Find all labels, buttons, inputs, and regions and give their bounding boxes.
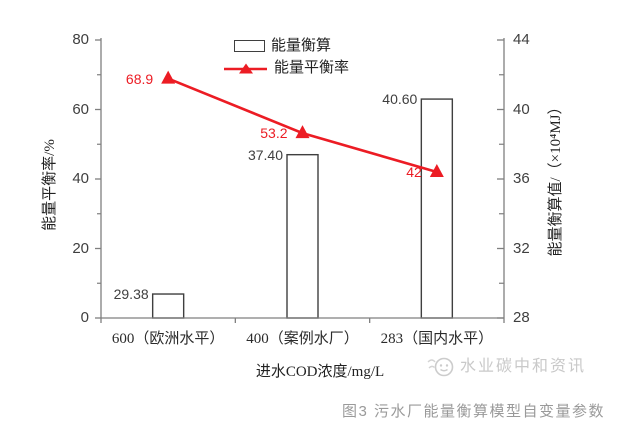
triangle-marker bbox=[161, 70, 176, 84]
legend-item-line: 能量平衡率 bbox=[223, 60, 349, 76]
right-axis-title: 能量衡算值/（×10⁴MJ） bbox=[548, 99, 564, 257]
plot-area bbox=[95, 38, 505, 323]
watermark-logo-icon bbox=[427, 357, 454, 377]
bar bbox=[286, 153, 319, 319]
figure-caption: 图3 污水厂能量衡算模型自变量参数 bbox=[342, 403, 606, 420]
triangle-marker bbox=[295, 125, 310, 139]
bar-swatch-icon bbox=[234, 40, 265, 52]
legend-item-bar: 能量衡算 bbox=[234, 38, 331, 54]
bar bbox=[151, 293, 185, 319]
x-axis-title: 进水COD浓度/mg/L bbox=[255, 364, 385, 380]
triangle-marker bbox=[429, 164, 444, 178]
line-swatch-icon bbox=[224, 63, 267, 73]
legend-label-line: 能量平衡率 bbox=[274, 60, 350, 76]
bar bbox=[420, 98, 454, 319]
watermark: 水业碳中和资讯 bbox=[426, 354, 586, 380]
watermark-text: 水业碳中和资讯 bbox=[460, 358, 587, 375]
left-axis-title: 能量平衡率/% bbox=[42, 139, 58, 231]
legend-label-bar: 能量衡算 bbox=[271, 38, 332, 54]
